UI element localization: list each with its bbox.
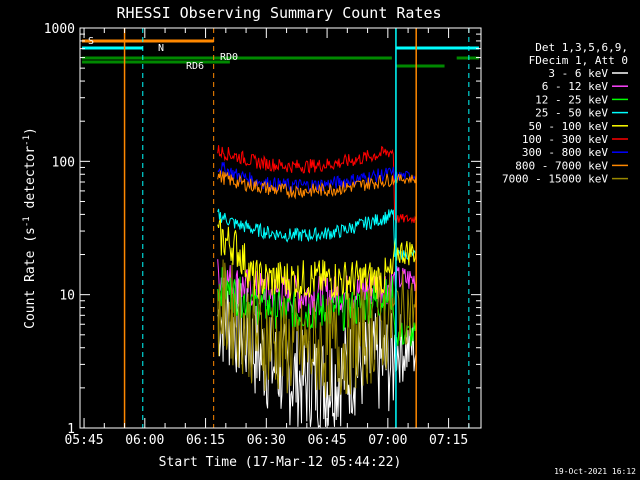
legend-label-8: 7000 - 15000 keV: [502, 173, 608, 186]
y-tick-label: 1: [67, 422, 75, 437]
legend-label-7: 800 - 7000 keV: [515, 159, 608, 172]
data-series: [217, 145, 417, 429]
x-tick-label: 07:15: [429, 433, 468, 448]
footer-date: 19-Oct-2021 16:12: [554, 467, 636, 476]
flag-label-rd0: RD0: [220, 52, 238, 63]
x-tick-label: 07:00: [368, 433, 407, 448]
series-line-7: [217, 170, 417, 200]
x-tick-label: 06:45: [308, 433, 347, 448]
legend-label-5: 100 - 300 keV: [522, 133, 608, 146]
legend-label-0: 3 - 6 keV: [548, 67, 608, 80]
x-tick-label: 05:45: [64, 433, 103, 448]
series-line-5: [217, 145, 417, 224]
axis-ticks: 1 10 100 1000 05:45 06:00 06:15 06:30 06:45 07:00…: [44, 22, 481, 448]
series-line-4: [217, 218, 417, 300]
event-markers: [123, 28, 470, 428]
legend: Det 1,3,5,6,9, FDecim 1, Att 0 3 - 6 keV…: [502, 41, 628, 186]
legend-header-line-1: Det 1,3,5,6,9,: [535, 41, 628, 54]
series-line-8: [217, 259, 417, 398]
chart-title: RHESSI Observing Summary Count Rates: [116, 4, 441, 22]
x-axis-label: Start Time (17-Mar-12 05:44:22): [159, 455, 402, 470]
y-axis-label: Count Rate (s-1 detector-1): [22, 127, 38, 329]
legend-label-4: 50 - 100 keV: [529, 120, 609, 133]
x-tick-label: 06:30: [247, 433, 286, 448]
y-tick-label: 100: [52, 155, 75, 170]
flag-label-s: S: [88, 36, 94, 47]
legend-header-line-2: FDecim 1, Att 0: [529, 54, 628, 67]
y-tick-label: 10: [59, 289, 75, 304]
flag-label-n: N: [158, 43, 164, 54]
legend-label-1: 6 - 12 keV: [542, 80, 609, 93]
legend-label-2: 12 - 25 keV: [535, 93, 608, 106]
x-tick-label: 06:15: [186, 433, 225, 448]
flag-label-rd6: RD6: [186, 61, 204, 72]
x-tick-label: 06:00: [125, 433, 164, 448]
plot-frame: [79, 27, 482, 429]
flag-bars: S N RD0 RD6: [82, 36, 479, 72]
legend-label-6: 300 - 800 keV: [522, 146, 608, 159]
y-tick-label: 1000: [44, 22, 75, 37]
series-line-3: [217, 208, 417, 260]
legend-label-3: 25 - 50 keV: [535, 107, 608, 120]
